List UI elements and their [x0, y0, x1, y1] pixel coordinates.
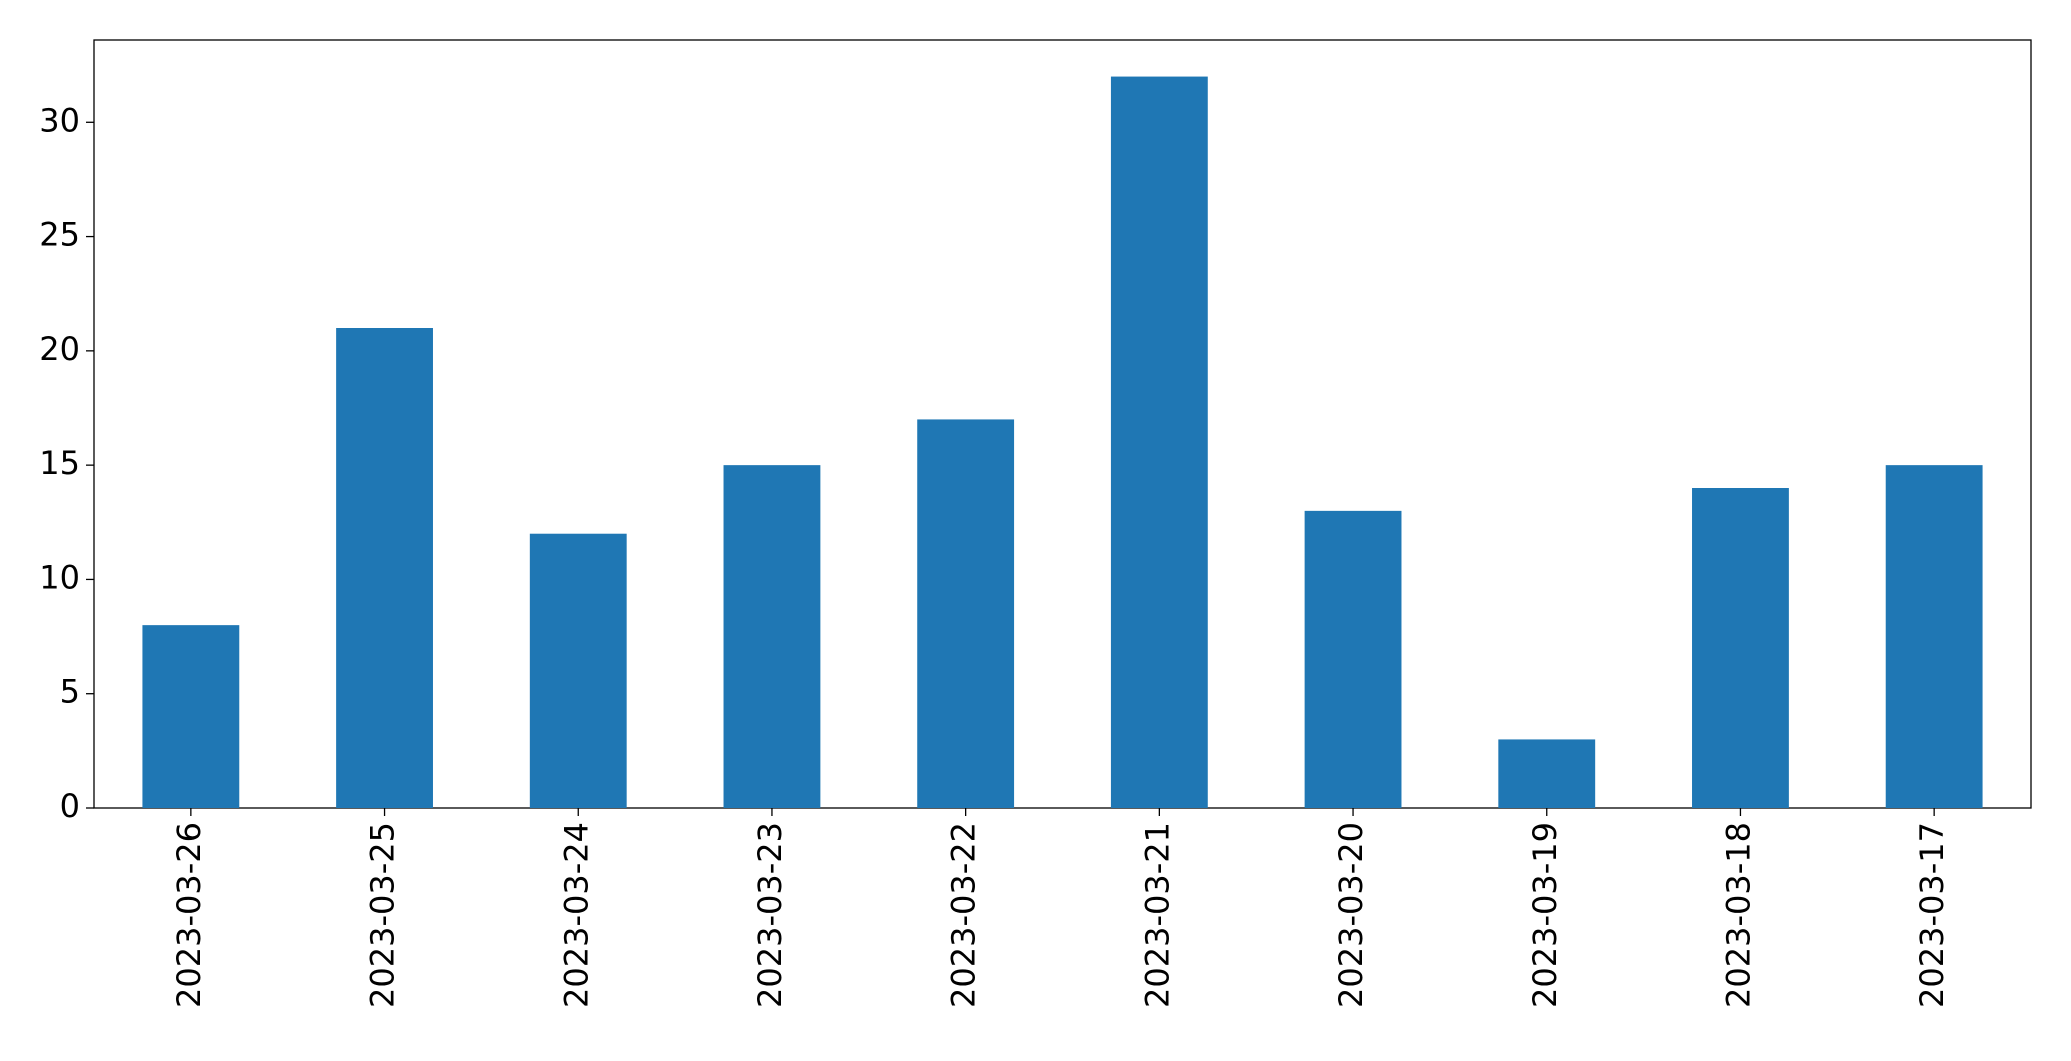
bar: [142, 625, 240, 808]
bar: [1885, 465, 1983, 808]
bar: [529, 533, 627, 808]
bar: [1304, 510, 1402, 808]
x-tick-label: 2023-03-26: [170, 822, 208, 1008]
x-tick-label: 2023-03-19: [1526, 822, 1564, 1008]
x-tick-label: 2023-03-20: [1332, 822, 1370, 1008]
y-tick-label: 5: [60, 673, 80, 711]
y-tick-label: 0: [60, 787, 80, 825]
y-tick-label: 25: [39, 216, 80, 254]
x-tick-label: 2023-03-25: [364, 822, 402, 1008]
bar: [336, 328, 433, 808]
x-tick-label: 2023-03-18: [1719, 822, 1757, 1008]
y-tick-label: 15: [39, 444, 80, 482]
y-tick-label: 30: [39, 101, 80, 139]
y-tick-label: 10: [39, 558, 80, 596]
bar: [1110, 76, 1208, 809]
bar: [917, 419, 1015, 808]
plot-frame: [93, 39, 2032, 809]
x-tick-label: 2023-03-22: [945, 822, 983, 1008]
x-tick-label: 2023-03-23: [751, 822, 789, 1008]
x-tick-label: 2023-03-21: [1138, 822, 1176, 1008]
x-tick-label: 2023-03-24: [557, 822, 595, 1008]
bar: [1692, 488, 1789, 808]
y-tick-label: 20: [39, 330, 80, 368]
x-tick-label: 2023-03-17: [1913, 822, 1951, 1008]
bar: [1498, 739, 1596, 808]
bar: [723, 465, 821, 808]
